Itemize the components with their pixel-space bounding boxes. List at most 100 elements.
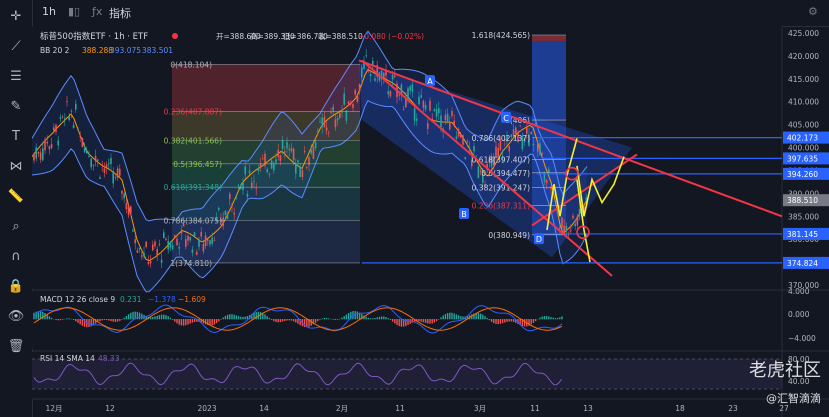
candle-body — [178, 246, 180, 249]
candle-body — [154, 241, 156, 247]
candle-body — [420, 95, 422, 98]
candle-body — [471, 160, 473, 166]
macd-bar — [110, 319, 112, 322]
timeframe-button[interactable]: 1h — [42, 5, 56, 18]
macd-bar — [218, 319, 220, 322]
candle-body — [160, 259, 163, 263]
magnet-icon[interactable]: ∩ — [11, 249, 21, 264]
candle-body — [356, 95, 359, 102]
settings-icon[interactable]: ⚙ — [808, 5, 818, 18]
macd-bar — [400, 319, 403, 327]
trendline-lower — [361, 59, 613, 277]
candle-body — [574, 223, 576, 227]
candle-body — [539, 143, 541, 156]
candle-body — [416, 118, 418, 121]
crosshair-icon[interactable]: ✛ — [10, 9, 22, 24]
candle-body — [510, 134, 513, 138]
candle-body — [504, 138, 506, 141]
macd-bar — [449, 312, 451, 320]
candle-body — [233, 212, 235, 215]
zoom-icon[interactable]: ⌕ — [12, 219, 20, 234]
candle-body — [116, 168, 119, 178]
candle-body — [189, 237, 191, 241]
macd-bar — [462, 316, 464, 320]
macd-tick: 4.000 — [788, 287, 810, 296]
macd-legend-signal: −1.609 — [178, 295, 206, 304]
brush-icon[interactable]: ✎ — [10, 99, 22, 114]
macd-bar — [515, 319, 517, 323]
macd-bar — [374, 317, 376, 320]
candle-body — [567, 234, 570, 236]
candle-body — [284, 151, 286, 153]
candle-body — [72, 124, 75, 129]
macd-bar — [264, 314, 266, 320]
candle-body — [495, 146, 497, 158]
macd-bar — [394, 319, 396, 324]
symbol-title: 标普500指数ETF · 1h · ETF — [40, 31, 148, 42]
horizontal-lines-icon[interactable]: ☰ — [10, 69, 22, 84]
macd-bar — [460, 316, 462, 320]
candle-body — [88, 156, 90, 158]
indicators-button[interactable]: 指标 — [109, 7, 131, 20]
candle-body — [79, 135, 81, 137]
ruler-icon[interactable]: 📏 — [7, 189, 25, 204]
macd-bar — [132, 311, 134, 320]
candle-body — [402, 109, 405, 111]
candle-body — [394, 75, 396, 77]
macd-bar — [268, 317, 271, 320]
fib2-label: 0.382(391.247) — [472, 184, 530, 193]
macd-bar — [317, 319, 319, 322]
macd-bar — [270, 319, 273, 320]
macd-bar — [508, 319, 510, 322]
macd-bar — [42, 311, 44, 320]
indicators-icon[interactable]: ƒx — [92, 5, 103, 18]
macd-bar — [534, 319, 537, 322]
macd-bar — [444, 314, 447, 320]
candle-body — [493, 156, 495, 165]
macd-bar — [358, 312, 361, 320]
macd-bar — [427, 319, 429, 324]
time-tick: 14 — [259, 404, 269, 413]
candle-body — [506, 136, 508, 142]
candle-body — [336, 118, 339, 121]
macd-bar — [323, 317, 326, 320]
lock-icon[interactable]: 🔒 — [7, 279, 25, 294]
candle-body — [134, 239, 136, 244]
candle-body — [59, 117, 62, 119]
candle-body — [515, 127, 517, 134]
candle-body — [433, 109, 436, 112]
macd-bar — [512, 319, 515, 322]
candle-body — [341, 111, 343, 113]
macd-bar — [174, 319, 176, 322]
text-icon[interactable]: T — [12, 129, 20, 144]
macd-bar — [504, 319, 506, 323]
candle-body — [352, 104, 354, 108]
trash-icon[interactable]: 🗑 — [7, 339, 25, 354]
pattern-icon[interactable]: ⋈ — [9, 159, 23, 174]
candle-body — [255, 188, 257, 190]
macd-bar — [207, 319, 209, 325]
chart-area[interactable]: 0(418.104) 0.236(407.887) 0.382(401.566) 0.… — [32, 26, 829, 417]
fib2-label: 0.618(397.407) — [472, 155, 530, 164]
candle-body — [559, 227, 561, 229]
fib1-label: 0.382(401.566) — [164, 136, 222, 145]
macd-bar — [424, 319, 427, 323]
trend-line-icon[interactable]: ⟋ — [11, 39, 21, 54]
macd-bar — [334, 319, 337, 320]
candle-body — [156, 249, 158, 256]
eye-icon[interactable]: 👁 — [7, 309, 25, 324]
rsi-line — [33, 362, 562, 386]
macd-bar — [213, 319, 216, 325]
ohlc-open_label: 开=388.600 — [216, 32, 261, 41]
macd-bar — [422, 319, 425, 323]
candle-body — [482, 174, 484, 183]
candle-style-icon[interactable]: ▮▯ — [68, 5, 81, 18]
candle-body — [508, 146, 510, 152]
macd-bar — [94, 319, 97, 324]
fib2-label: 0(380.949) — [488, 231, 530, 240]
macd-bar — [121, 319, 123, 320]
macd-bar — [411, 319, 414, 323]
fib1-label: 0.236(407.887) — [164, 107, 222, 116]
macd-bar — [292, 319, 295, 322]
candle-body — [86, 150, 88, 154]
